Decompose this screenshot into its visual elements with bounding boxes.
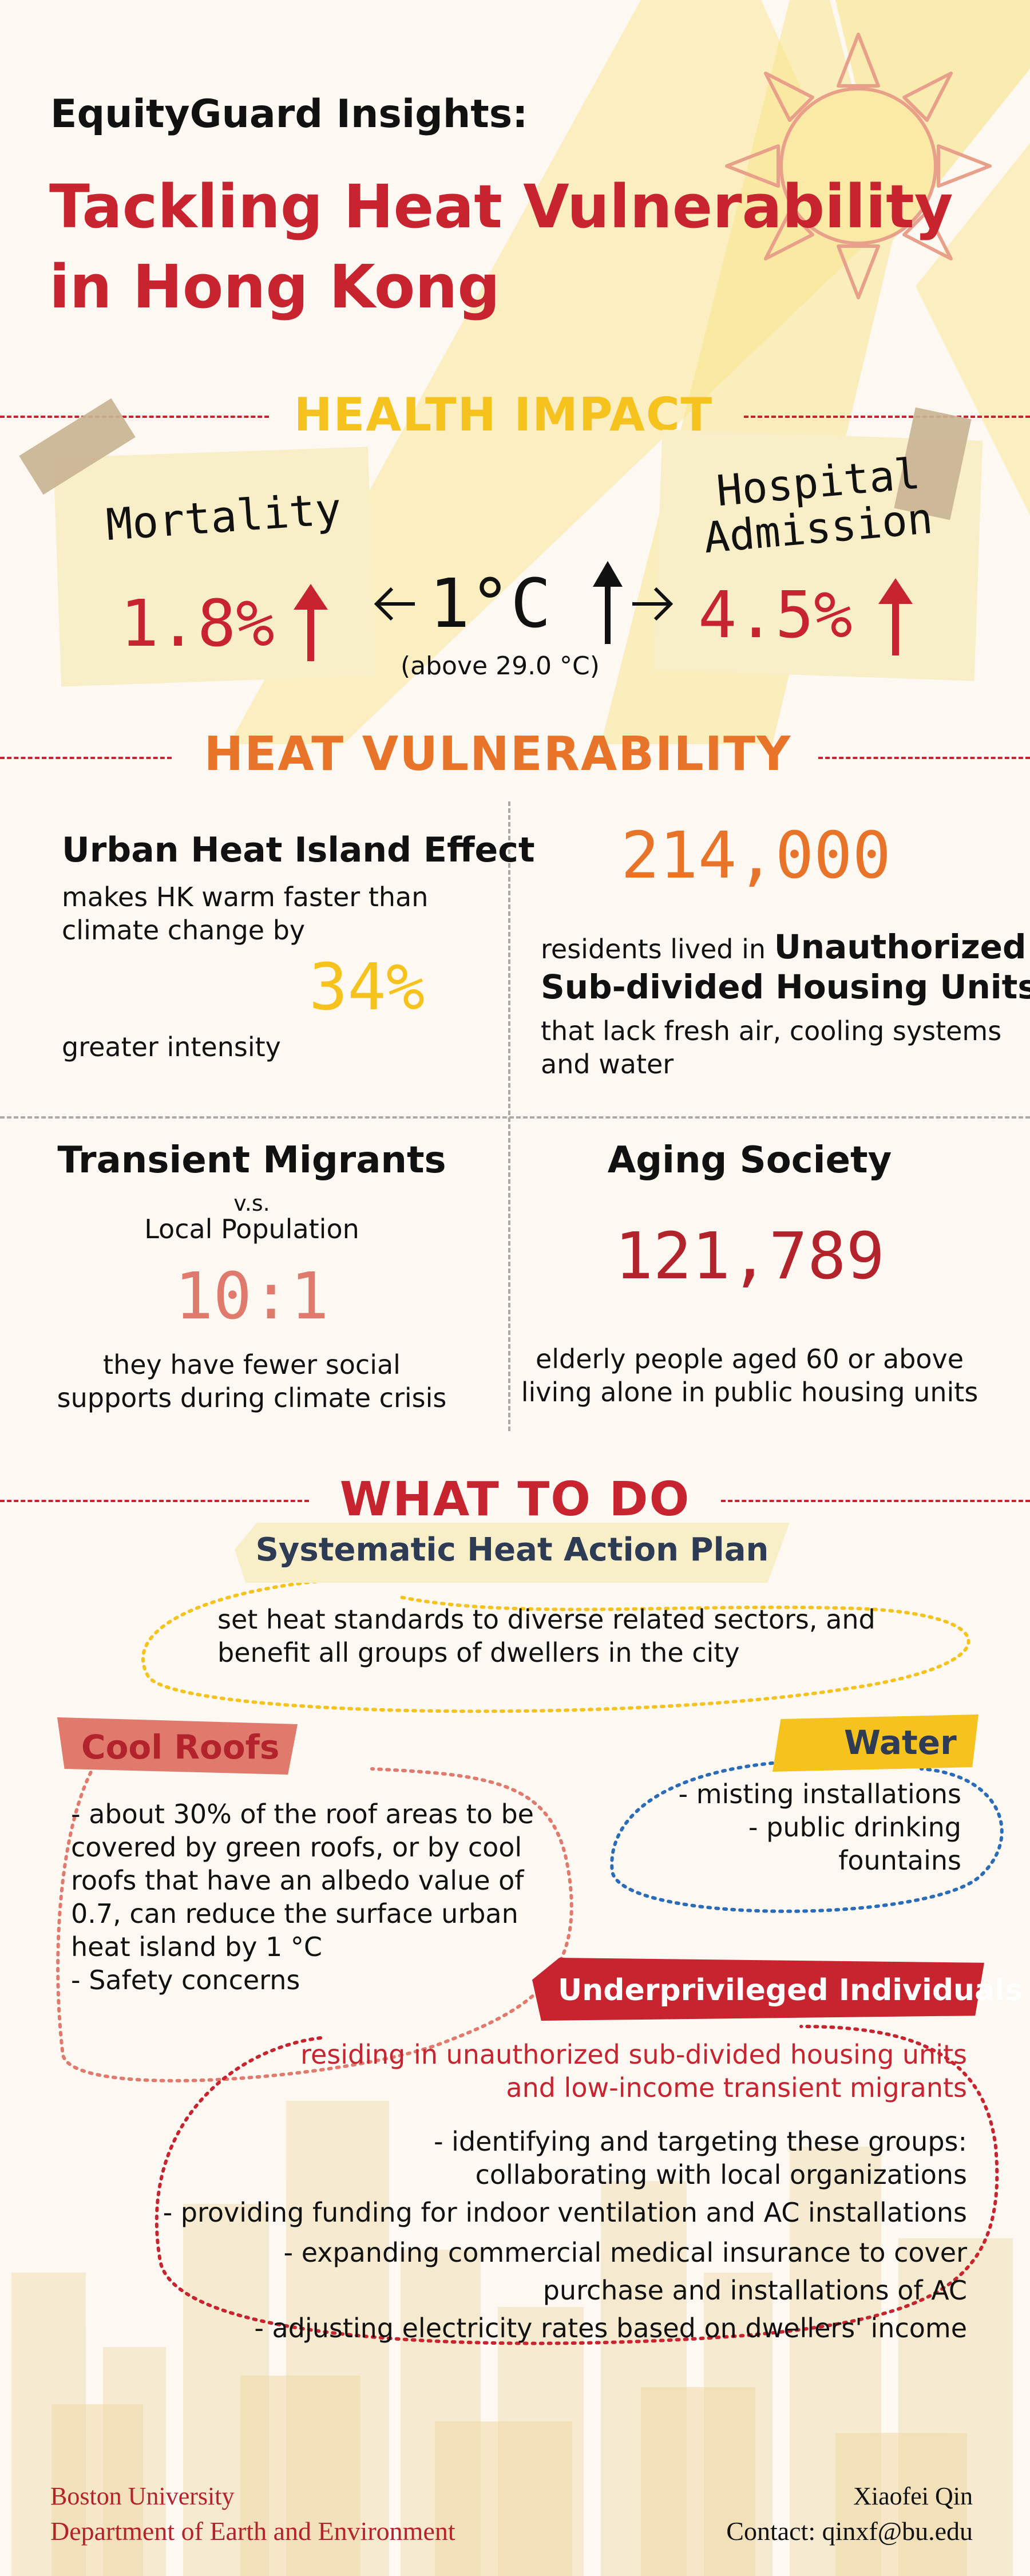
migrants-text-line1: they have fewer social bbox=[103, 1349, 401, 1380]
temperature-note: (above 29.0 °C) bbox=[401, 651, 600, 681]
migrants-text-line2: supports during climate crisis bbox=[57, 1382, 447, 1413]
mortality-value: 1.8% bbox=[120, 587, 275, 661]
migrants-vs: v.s. bbox=[233, 1191, 270, 1216]
footer-org-line1: Boston University bbox=[50, 2482, 235, 2510]
cool-roofs-line: covered by green roofs, or by cool bbox=[71, 1832, 522, 1863]
aging-text-line2: living alone in public housing units bbox=[521, 1377, 978, 1408]
section-divider-right bbox=[721, 1500, 1030, 1502]
cool-roofs-line: roofs that have an albedo value of bbox=[71, 1865, 524, 1896]
uhi-text-line2: climate change by bbox=[62, 915, 306, 946]
housing-text-bold: Unauthorized bbox=[774, 927, 1027, 966]
water-outline bbox=[610, 1761, 1004, 1913]
migrants-ratio-value: 10:1 bbox=[175, 1259, 329, 1334]
uhi-text-line3: greater intensity bbox=[62, 1032, 281, 1062]
hospital-value: 4.5% bbox=[698, 578, 853, 653]
footer-org-line2: Department of Earth and Environment bbox=[50, 2516, 455, 2546]
underprivileged-line: - adjusting electricity rates based on d… bbox=[254, 2313, 967, 2344]
aging-value: 121,789 bbox=[614, 1219, 885, 1294]
cool-roofs-outline bbox=[56, 1750, 573, 2083]
cool-roofs-line: - about 30% of the roof areas to be bbox=[71, 1799, 534, 1830]
cool-roofs-line: heat island by 1 °C bbox=[71, 1931, 323, 1962]
water-text-line2: - public drinking fountains bbox=[748, 1812, 961, 1876]
underprivileged-line: - providing funding for indoor ventilati… bbox=[163, 2197, 967, 2228]
what-to-do-title: WHAT TO DO bbox=[339, 1472, 691, 1527]
left-arrow-icon bbox=[374, 587, 415, 621]
up-arrow-icon bbox=[593, 561, 623, 644]
water-text-line1: - misting installations bbox=[678, 1779, 961, 1809]
sun-icon bbox=[725, 33, 992, 299]
water-title: Water bbox=[844, 1723, 957, 1762]
section-divider-left bbox=[0, 1500, 309, 1502]
uhi-value: 34% bbox=[309, 950, 425, 1025]
section-divider-right bbox=[818, 757, 1030, 759]
housing-text-line3: that lack fresh air, cooling systems bbox=[541, 1016, 1002, 1046]
underprivileged-tag bbox=[532, 1958, 984, 2021]
footer-author: Xiaofei Qin bbox=[853, 2482, 973, 2510]
footer-contact: Contact: qinxf@bu.edu bbox=[726, 2516, 973, 2546]
aging-text-line1: elderly people aged 60 or above bbox=[535, 1344, 964, 1374]
underprivileged-line: - expanding commercial medical insurance… bbox=[283, 2237, 967, 2268]
underprivileged-line: purchase and installations of AC bbox=[542, 2275, 967, 2306]
migrants-title: Transient Migrants bbox=[57, 1139, 446, 1182]
underprivileged-outline bbox=[154, 2025, 999, 2345]
right-arrow-icon bbox=[632, 587, 674, 621]
health-impact-title: HEALTH IMPACT bbox=[294, 388, 714, 441]
section-divider-left bbox=[0, 416, 269, 418]
section-divider-left bbox=[0, 757, 172, 759]
uhi-title: Urban Heat Island Effect bbox=[62, 830, 535, 870]
cool-roofs-line: - Safety concerns bbox=[71, 1965, 300, 1996]
underprivileged-subtitle-line1: residing in unauthorized sub-divided hou… bbox=[300, 2039, 967, 2070]
migrants-subtitle: Local Population bbox=[144, 1214, 359, 1244]
underprivileged-subtitle-line2: and low-income transient migrants bbox=[506, 2072, 967, 2103]
grid-divider-horizontal bbox=[0, 1116, 1030, 1119]
plan-title: Systematic Heat Action Plan bbox=[255, 1531, 769, 1568]
plan-text-line1: set heat standards to diverse related se… bbox=[217, 1604, 876, 1635]
housing-text-line1: residents lived in Unauthorized bbox=[541, 927, 1026, 966]
up-arrow-icon bbox=[878, 578, 913, 655]
temperature-value: 1°C bbox=[429, 564, 552, 643]
page-title-line2: in Hong Kong bbox=[49, 252, 500, 322]
header-eyebrow: EquityGuard Insights: bbox=[50, 92, 528, 137]
underprivileged-line: - identifying and targeting these groups… bbox=[433, 2126, 967, 2157]
plan-banner bbox=[235, 1523, 790, 1583]
page-title-line1: Tackling Heat Vulnerability bbox=[49, 172, 953, 242]
plan-text-line2: benefit all groups of dwellers in the ci… bbox=[217, 1637, 740, 1668]
housing-text-line2: Sub-divided Housing Units bbox=[541, 967, 1030, 1006]
water-tag bbox=[772, 1714, 978, 1772]
housing-value: 214,000 bbox=[621, 819, 892, 893]
aging-title: Aging Society bbox=[607, 1139, 892, 1182]
underprivileged-title: Underprivileged Individuals bbox=[558, 1973, 1023, 2008]
plan-loop-outline bbox=[141, 1578, 970, 1713]
cool-roofs-title: Cool Roofs bbox=[81, 1728, 280, 1767]
housing-text-prefix: residents lived in bbox=[541, 934, 774, 965]
uhi-text-line1: makes HK warm faster than bbox=[62, 882, 429, 912]
underprivileged-line: collaborating with local organizations bbox=[475, 2159, 967, 2190]
cool-roofs-tag bbox=[57, 1717, 298, 1775]
housing-text-line4: and water bbox=[541, 1049, 674, 1080]
section-divider-right bbox=[744, 416, 1030, 418]
cool-roofs-line: 0.7, can reduce the surface urban bbox=[71, 1898, 518, 1929]
up-arrow-icon bbox=[294, 584, 328, 661]
heat-vulnerability-title: HEAT VULNERABILITY bbox=[204, 727, 792, 781]
